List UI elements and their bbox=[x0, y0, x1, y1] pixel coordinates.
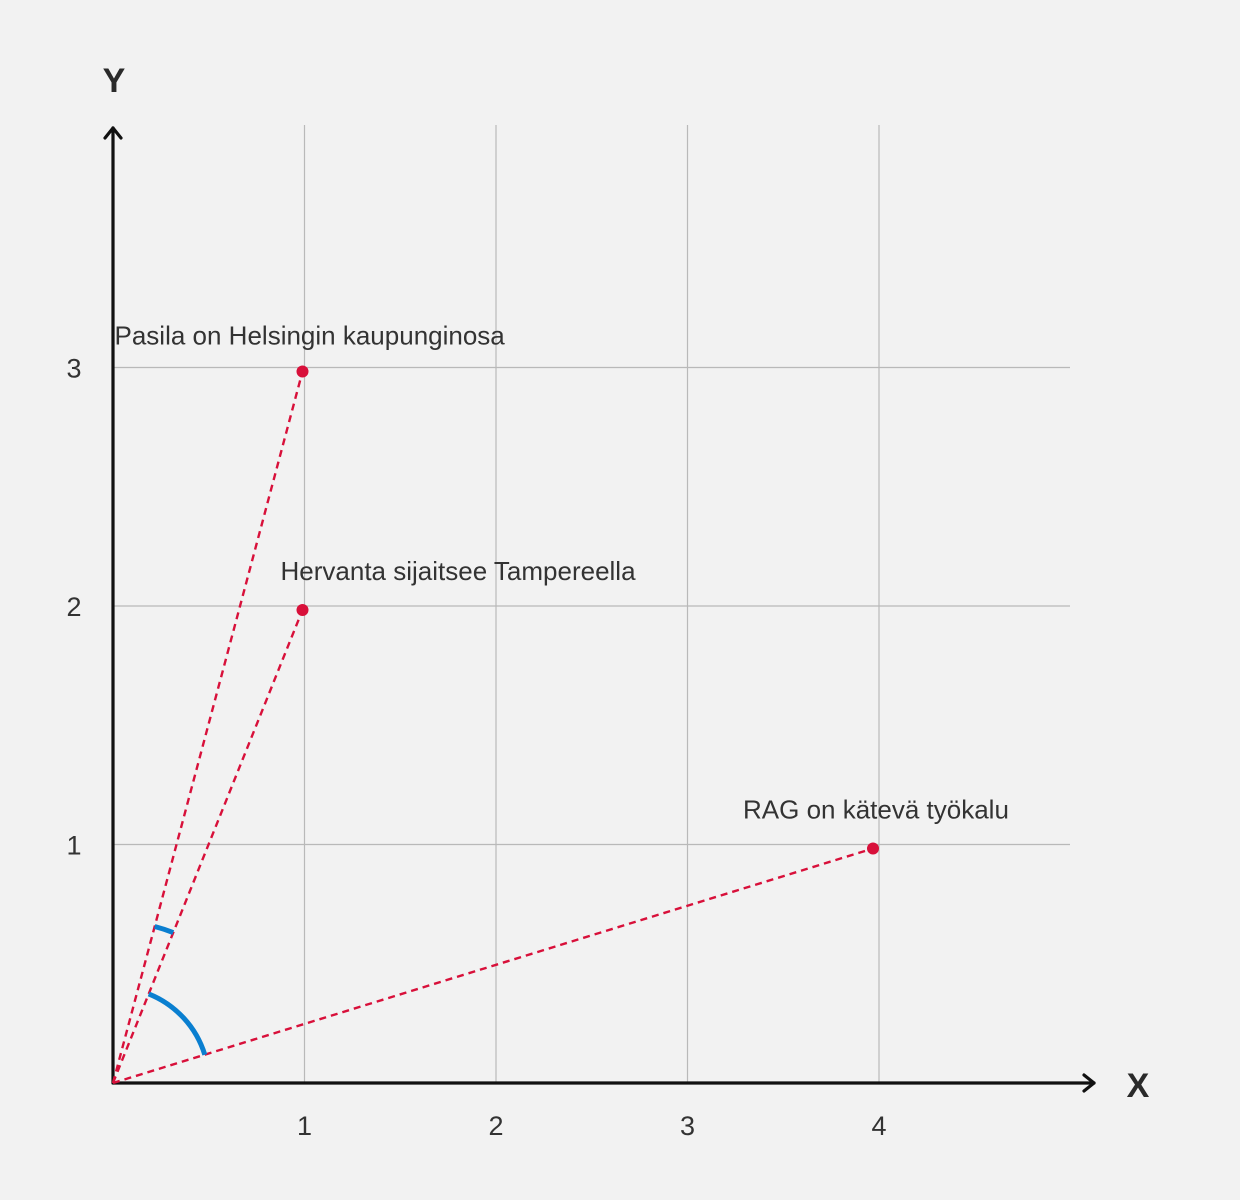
x-tick-label: 4 bbox=[871, 1111, 886, 1141]
vector-line bbox=[112, 847, 874, 1085]
point-label: Pasila on Helsingin kaupunginosa bbox=[115, 321, 506, 351]
angle-arc bbox=[154, 924, 175, 935]
y-axis-label: Y bbox=[103, 62, 126, 100]
x-axis-label: X bbox=[1127, 1067, 1150, 1105]
angle-arc bbox=[147, 991, 208, 1056]
point-labels: Pasila on Helsingin kaupunginosa Hervanta… bbox=[115, 321, 1009, 825]
vector-endpoint bbox=[296, 365, 309, 378]
x-tick-label: 2 bbox=[488, 1111, 503, 1141]
angle-arcs bbox=[147, 924, 208, 1056]
point-label: Hervanta sijaitsee Tampereella bbox=[281, 556, 637, 586]
grid bbox=[113, 125, 1070, 1083]
x-tick-label: 1 bbox=[297, 1111, 312, 1141]
axes: X Y bbox=[103, 62, 1150, 1105]
point-label: RAG on kätevä työkalu bbox=[743, 795, 1009, 825]
y-tick-label: 1 bbox=[66, 831, 81, 861]
vector-endpoint bbox=[296, 604, 309, 616]
vector-line bbox=[111, 609, 304, 1084]
x-tick-label: 3 bbox=[680, 1111, 695, 1141]
x-axis-arrowhead bbox=[1082, 1073, 1096, 1093]
vector-endpoint bbox=[867, 842, 879, 855]
y-axis-arrowhead bbox=[103, 126, 123, 140]
vectors bbox=[111, 365, 879, 1085]
vector-line bbox=[111, 371, 304, 1084]
y-tick-label: 3 bbox=[66, 354, 81, 384]
tick-labels: 1 2 3 4 1 2 3 bbox=[66, 354, 886, 1142]
y-tick-label: 2 bbox=[66, 592, 81, 622]
